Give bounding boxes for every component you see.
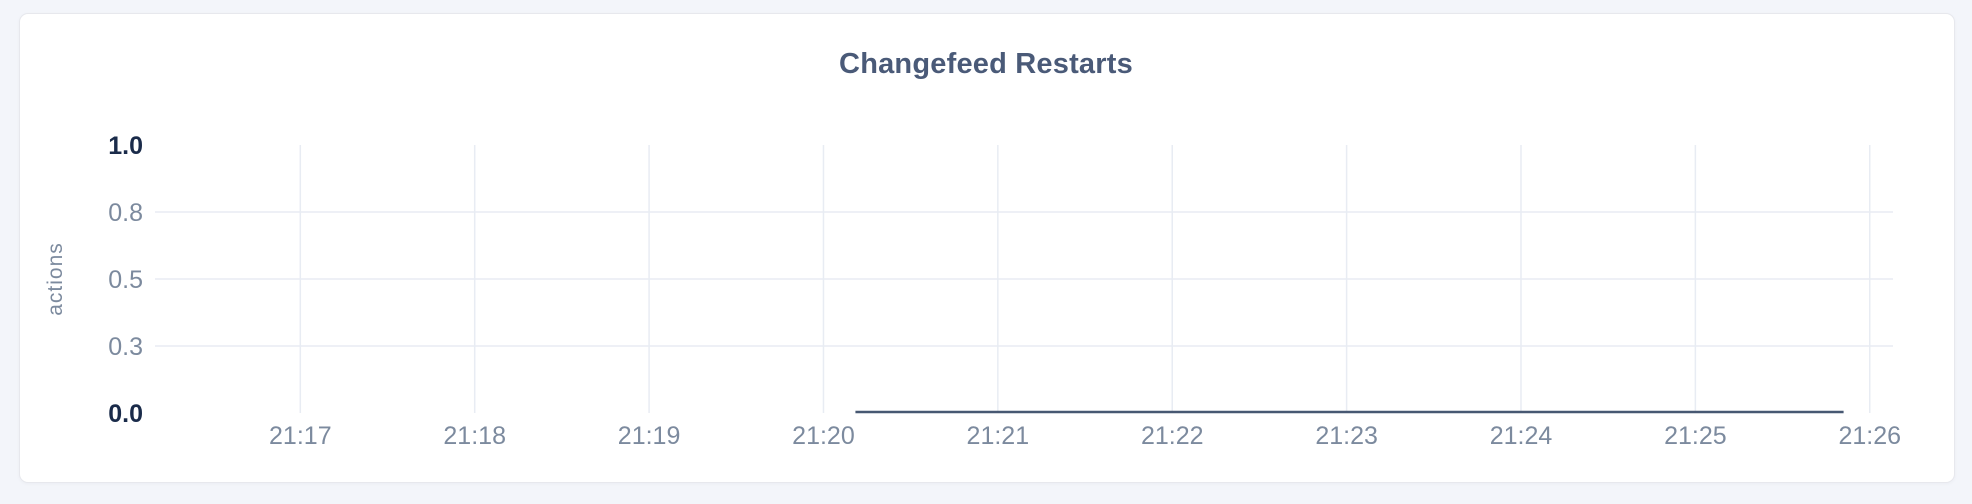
y-axis-title: actions — [44, 242, 67, 316]
x-axis-tick-label: 21:20 — [792, 422, 855, 450]
y-axis-tick-label: 0.5 — [108, 266, 143, 294]
y-axis-tick-label: 1.0 — [108, 132, 143, 160]
x-axis-tick-label: 21:17 — [269, 422, 332, 450]
x-axis-tick-label: 21:25 — [1664, 422, 1727, 450]
y-axis-tick-label: 0.3 — [108, 333, 143, 361]
x-axis-tick-label: 21:19 — [618, 422, 681, 450]
x-axis-tick-label: 21:23 — [1315, 422, 1378, 450]
x-axis-tick-label: 21:24 — [1490, 422, 1553, 450]
x-axis-tick-label: 21:22 — [1141, 422, 1204, 450]
x-axis-tick-label: 21:21 — [967, 422, 1030, 450]
y-axis-tick-label: 0.0 — [108, 400, 143, 428]
x-axis-tick-label: 21:26 — [1838, 422, 1901, 450]
y-axis-tick-label: 0.8 — [108, 199, 143, 227]
chart-title: Changefeed Restarts — [839, 48, 1133, 80]
chart-card — [19, 13, 1955, 483]
x-axis-tick-label: 21:18 — [443, 422, 506, 450]
